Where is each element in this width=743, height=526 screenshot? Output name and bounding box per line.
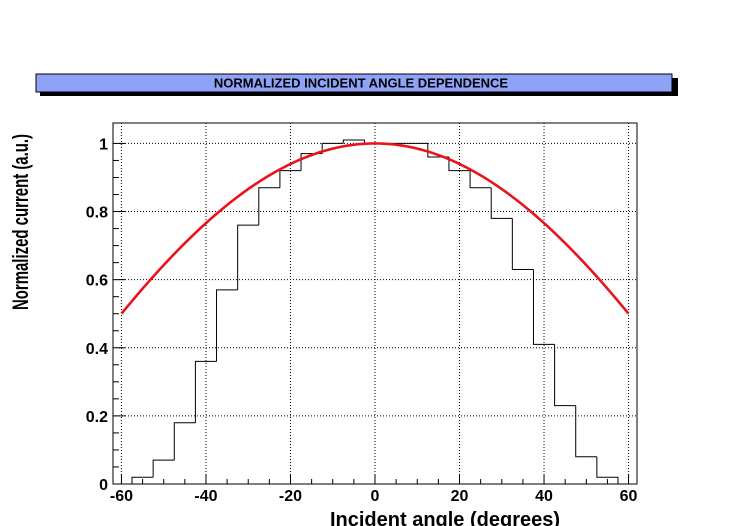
title-banner: NORMALIZED INCIDENT ANGLE DEPENDENCE [35,73,678,96]
histogram-series [121,139,619,485]
histogram-bin [131,476,154,484]
histogram-bin [258,187,280,226]
y-tick-label: 1 [99,136,108,153]
x-axis-label: Incident angle (degrees) [330,509,560,526]
x-tick-label: -20 [279,488,302,505]
tick-labels: -60 -40 -20 0 20 40 60 0 0.2 0.4 0.6 0.8 1 [86,136,638,505]
histogram-bin [511,218,534,270]
histogram-bin [237,224,259,290]
x-tick-label: 40 [535,488,553,505]
histogram-bin [279,170,302,188]
y-tick-label: 0.2 [86,409,108,426]
y-tick-label: 0.6 [86,273,108,290]
title-bar [35,73,673,93]
y-tick-label: 0 [99,477,108,494]
y-tick-label: 0.4 [86,341,108,358]
x-tick-label: 60 [620,488,638,505]
histogram-bin [152,459,175,478]
y-axis-label: Normalized current (a.u.) [8,134,33,310]
chart-title: NORMALIZED INCIDENT ANGLE DEPENDENCE [214,76,509,91]
histogram-bin [490,187,513,219]
x-tick-label: 20 [451,488,469,505]
histogram-bin [554,344,576,407]
histogram-bin [469,170,492,189]
histogram-bin [194,360,217,423]
histogram-bin [342,139,365,144]
histogram-bin [173,422,196,461]
grid [113,123,637,485]
cosine-curve-line [120,142,630,315]
histogram-bin [575,405,597,458]
histogram-bin [532,269,555,345]
histogram-bin [596,456,618,478]
x-tick-label: -60 [110,488,133,505]
y-tick-label: 0.8 [86,205,108,222]
axis-ticks [113,142,630,485]
histogram-bin [216,289,238,362]
cosine-curve-series [120,142,630,315]
x-tick-label: -40 [194,488,217,505]
x-tick-label: 0 [371,488,380,505]
histogram-bin [448,157,471,172]
